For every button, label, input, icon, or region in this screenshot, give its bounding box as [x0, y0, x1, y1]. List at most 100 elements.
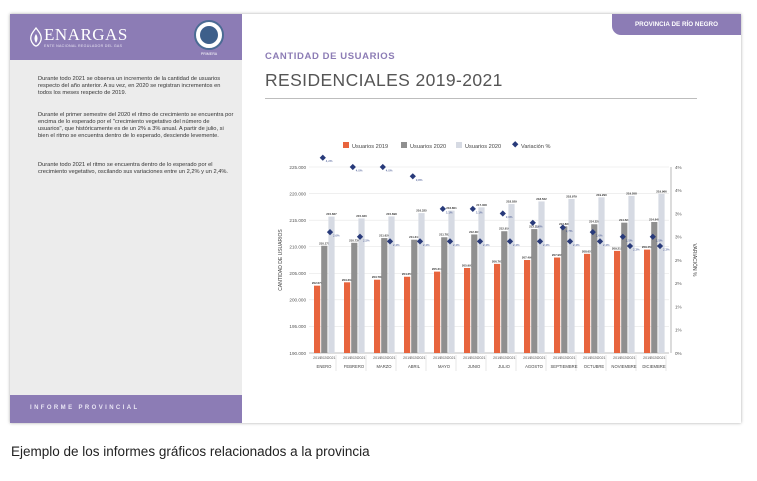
x-sub-tick-label: 2021 [598, 356, 606, 360]
bar [478, 207, 485, 353]
bar-value-label: 207.965 [552, 253, 563, 257]
bar-value-label: 205.317 [432, 267, 443, 271]
bar [568, 198, 575, 353]
bar-value-label: 203.789 [372, 275, 383, 279]
bar-value-label: 216.801 [446, 206, 457, 210]
x-sub-tick-label: 2021 [568, 356, 576, 360]
variation-label: 2,5% [363, 238, 370, 242]
y2-tick-label: 4% [675, 188, 682, 193]
x-sub-tick-label: 2021 [658, 356, 666, 360]
variation-label: 2,6% [333, 234, 340, 238]
x-sub-tick-label: 2019 [373, 356, 381, 360]
brand-logo-text: ENARGAS [44, 25, 128, 44]
variation-label: 2,7% [566, 229, 573, 233]
y-tick-label: 225.000 [289, 165, 306, 170]
bar-value-label: 211.782 [439, 233, 450, 237]
bar [434, 271, 441, 353]
bar-value-label: 210.736 [349, 238, 360, 242]
flame-logo-icon [30, 27, 42, 47]
variation-marker [386, 238, 394, 245]
y-axis-title: CANTIDAD DE USUARIOS [278, 229, 284, 291]
x-category-label: OCTUBRE [584, 364, 605, 369]
seal-icon [194, 20, 224, 50]
x-sub-tick-label: 2021 [388, 356, 396, 360]
y2-tick-label: 2% [675, 281, 682, 286]
bar [471, 234, 478, 353]
variation-label: 2,4% [483, 243, 490, 247]
variation-marker [446, 238, 454, 245]
x-sub-tick-label: 2020 [350, 356, 358, 360]
x-sub-tick-label: 2020 [380, 356, 388, 360]
bar [524, 260, 531, 353]
x-sub-tick-label: 2021 [418, 356, 426, 360]
x-category-label: DICIEMBRE [642, 364, 665, 369]
variation-label: 2,4% [423, 243, 430, 247]
variation-label: 2,5% [626, 238, 633, 242]
brand-logo-subtitle: ENTE NACIONAL REGULADOR DEL GAS [44, 44, 123, 48]
bar-value-label: 212.916 [499, 227, 510, 231]
x-sub-tick-label: 2019 [553, 356, 561, 360]
x-category-label: MAYO [438, 364, 451, 369]
variation-label: 3,0% [506, 215, 513, 219]
variation-label: 3,1% [446, 210, 453, 214]
x-category-label: MARZO [376, 364, 392, 369]
bar [651, 222, 658, 353]
bar-value-label: 215.698 [386, 212, 397, 216]
x-sub-tick-label: 2019 [643, 356, 651, 360]
bar [614, 250, 621, 353]
bar-value-label: 209.215 [612, 246, 623, 250]
variation-marker [476, 238, 484, 245]
bar-value-label: 215.667 [326, 212, 337, 216]
x-category-label: ENERO [317, 364, 333, 369]
bar [538, 201, 545, 353]
bar-value-label: 218.029 [506, 200, 517, 204]
bar [411, 239, 418, 353]
x-sub-tick-label: 2020 [440, 356, 448, 360]
x-sub-tick-label: 2021 [538, 356, 546, 360]
x-category-label: JUNIO [468, 364, 481, 369]
variation-label: 2,4% [393, 243, 400, 247]
variation-marker [356, 233, 364, 240]
report-type-label: INFORME PROVINCIAL [30, 405, 140, 411]
bar [464, 267, 471, 353]
y2-tick-label: 4% [675, 165, 682, 170]
users-chart: Usuarios 2019 Usuarios 2020 Usuarios 2020 V… [278, 141, 698, 371]
legend-label: Variación % [521, 144, 550, 150]
y2-tick-label: 3% [675, 235, 682, 240]
variation-marker [589, 228, 596, 236]
bar-value-label: 214.648 [649, 218, 660, 222]
bar [441, 237, 448, 353]
bar [508, 204, 515, 353]
chart-subtitle: CANTIDAD DE USUARIOS [265, 51, 396, 62]
variation-label: 2,4% [513, 243, 520, 247]
variation-label: 2,8% [536, 224, 543, 228]
bar [628, 195, 635, 353]
bar-value-label: 204.351 [402, 272, 413, 276]
y-tick-label: 190.000 [289, 351, 306, 356]
x-category-label: JULIO [498, 364, 511, 369]
summary-paragraph: Durante el primer semestre del 2020 el r… [38, 112, 234, 139]
bar [351, 242, 358, 353]
y-tick-label: 220.000 [289, 191, 306, 196]
summary-paragraph: Durante todo 2021 se observa un incremen… [38, 76, 221, 96]
variation-label: 2,3% [663, 248, 670, 252]
legend-label: Usuarios 2020 [410, 144, 446, 150]
variation-label: 3,1% [476, 210, 483, 214]
legend-label: Usuarios 2020 [465, 144, 501, 150]
bar-value-label: 211.626 [379, 234, 390, 238]
x-sub-tick-label: 2019 [613, 356, 621, 360]
bar [381, 238, 388, 353]
x-sub-tick-label: 2020 [530, 356, 538, 360]
bar-value-label: 205.997 [462, 263, 473, 267]
x-sub-tick-label: 2020 [410, 356, 418, 360]
sidebar-footer [10, 395, 242, 423]
title-divider [265, 98, 697, 99]
x-category-label: NOVIEMBRE [611, 364, 636, 369]
bar-value-label: 209.452 [642, 245, 653, 249]
bar [448, 210, 455, 353]
variation-label: 2,3% [633, 248, 640, 252]
bar [388, 216, 395, 353]
x-sub-tick-label: 2019 [433, 356, 441, 360]
bar-value-label: 212.307 [469, 230, 480, 234]
bar-value-label: 207.496 [522, 256, 533, 260]
